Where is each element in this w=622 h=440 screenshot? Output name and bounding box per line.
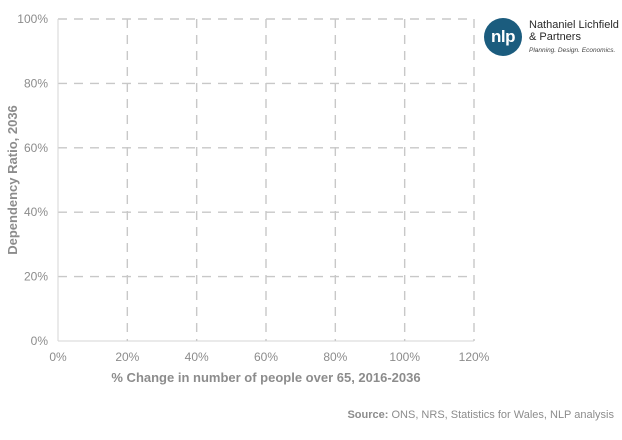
y-tick-label: 20% (24, 270, 48, 284)
x-tick-label: 80% (323, 350, 347, 364)
y-tick-label: 0% (31, 334, 49, 348)
x-tick-label: 40% (185, 350, 209, 364)
grid (57, 18, 475, 342)
x-tick-label: 60% (254, 350, 278, 364)
y-tick-label: 80% (24, 76, 48, 90)
logo-company-name: Nathaniel Lichfield & Partners (529, 19, 619, 43)
x-tick-label: 120% (459, 350, 490, 364)
source-label: Source: (347, 409, 389, 421)
x-tick-label: 100% (389, 350, 420, 364)
tick-labels: 0% 20% 40% 60% 80% 100% 0% 20% 40% 60% 80% 100% 120% (17, 12, 489, 364)
x-tick-label: 0% (49, 350, 67, 364)
logo-tagline: Planning. Design. Economics. (529, 47, 616, 54)
y-tick-label: 40% (24, 205, 48, 219)
source-note: Source: ONS, NRS, Statistics for Wales, … (347, 409, 614, 421)
y-tick-label: 60% (24, 141, 48, 155)
source-text: ONS, NRS, Statistics for Wales, NLP anal… (391, 409, 614, 421)
y-axis-title: Dependency Ratio, 2036 (5, 105, 20, 255)
x-tick-label: 20% (115, 350, 139, 364)
x-axis-title: % Change in number of people over 65, 20… (111, 370, 420, 385)
y-tick-label: 100% (17, 12, 48, 26)
logo-mark: nlp (484, 18, 522, 56)
